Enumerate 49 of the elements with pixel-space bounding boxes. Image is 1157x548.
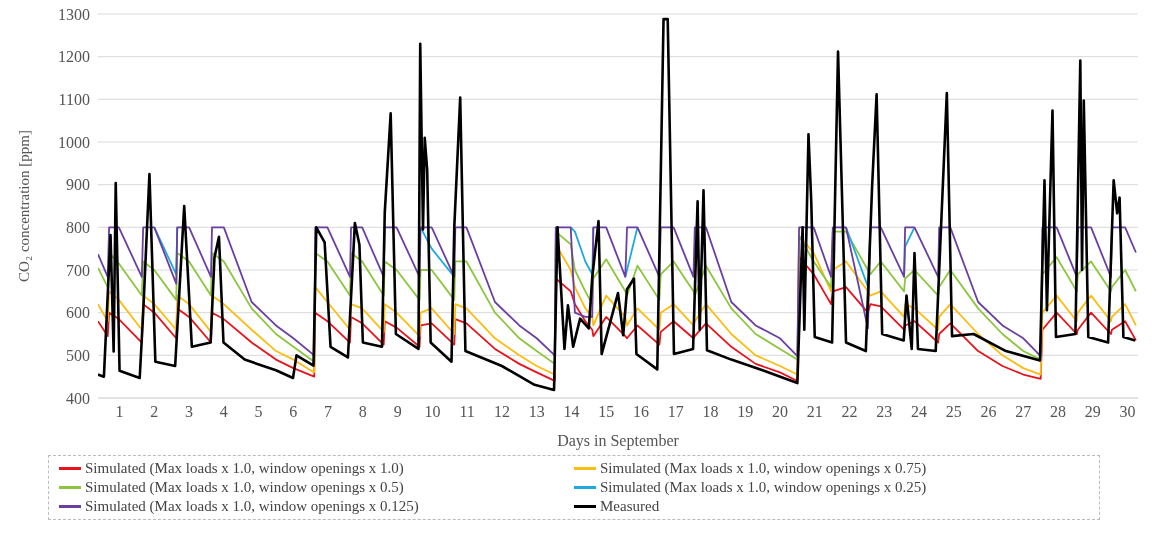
x-axis-title: Days in September [557, 432, 680, 450]
x-tick-label: 7 [324, 403, 333, 421]
legend-label: Simulated (Max loads x 1.0, window openings x 0.75) [600, 460, 927, 477]
line-series [98, 17, 1137, 392]
x-tick-label: 18 [702, 403, 719, 421]
x-tick-label: 29 [1084, 403, 1101, 421]
x-tick-label: 26 [980, 403, 997, 421]
x-tick-label: 15 [598, 403, 615, 421]
y-tick-label: 400 [66, 389, 90, 407]
y-tick-label: 1100 [58, 91, 90, 109]
x-tick-label: 14 [563, 403, 580, 421]
x-tick-label: 30 [1119, 403, 1136, 421]
y-axis-title: CO₂ concentration [ppm] [16, 130, 33, 282]
x-tick-label: 25 [945, 403, 962, 421]
legend-label: Simulated (Max loads x 1.0, window openings x 1.0) [85, 460, 404, 477]
legend-label: Simulated (Max loads x 1.0, window openings x 0.125) [85, 498, 419, 515]
x-tick-label: 9 [393, 403, 402, 421]
x-tick-label: 23 [876, 403, 893, 421]
legend-label: Measured [600, 498, 660, 515]
x-tick-label: 16 [632, 403, 649, 421]
x-tick-label: 2 [150, 403, 159, 421]
x-tick-label: 27 [1015, 403, 1032, 421]
y-tick-label: 900 [66, 176, 90, 194]
x-tick-label: 10 [424, 403, 441, 421]
x-tick-label: 28 [1050, 403, 1067, 421]
x-tick-label: 3 [185, 403, 194, 421]
x-tick-label: 12 [493, 403, 510, 421]
y-tick-label: 500 [66, 347, 90, 365]
x-tick-label: 8 [358, 403, 367, 421]
x-tick-label: 6 [289, 403, 298, 421]
x-tick-label: 19 [737, 403, 754, 421]
y-tick-label: 1200 [58, 48, 90, 66]
x-tick-label: 21 [806, 403, 823, 421]
legend-label: Simulated (Max loads x 1.0, window openings x 0.5) [85, 479, 404, 496]
y-tick-label: 700 [66, 261, 90, 279]
y-tick-label: 600 [66, 304, 90, 322]
y-tick-label: 800 [66, 219, 90, 237]
x-tick-label: 1 [115, 403, 124, 421]
x-tick-label: 11 [459, 403, 475, 421]
x-tick-label: 5 [254, 403, 263, 421]
x-tick-label: 17 [667, 403, 684, 421]
x-tick-label: 4 [219, 403, 228, 421]
x-tick-label: 24 [911, 403, 928, 421]
x-tick-label: 22 [841, 403, 858, 421]
x-tick-label: 13 [528, 403, 545, 421]
y-tick-label: 1300 [58, 5, 90, 23]
legend-label: Simulated (Max loads x 1.0, window openings x 0.25) [600, 479, 927, 496]
y-tick-label: 1000 [58, 133, 90, 151]
x-tick-label: 20 [771, 403, 788, 421]
